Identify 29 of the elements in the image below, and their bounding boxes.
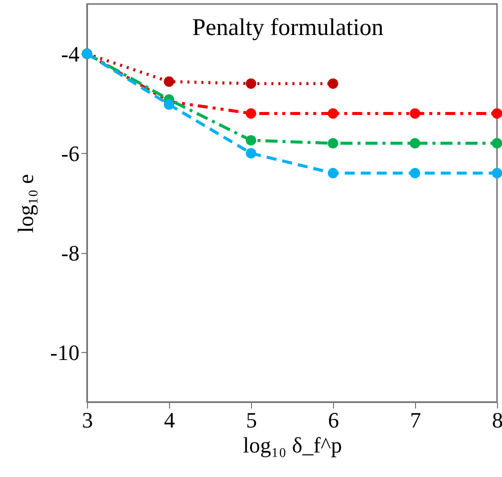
x-tick-label: 8 bbox=[492, 408, 502, 432]
y-axis-title: log₁₀ e bbox=[13, 174, 38, 233]
point bbox=[246, 135, 256, 146]
point bbox=[164, 76, 174, 87]
point bbox=[492, 168, 502, 178]
point bbox=[492, 138, 502, 149]
point bbox=[410, 168, 420, 178]
y-tick-label: -10 bbox=[50, 340, 80, 365]
point bbox=[410, 138, 420, 149]
point bbox=[328, 168, 338, 178]
chart-title: Penalty formulation bbox=[192, 15, 384, 41]
point bbox=[328, 138, 338, 149]
x-tick-label: 4 bbox=[164, 408, 175, 432]
x-tick-label: 6 bbox=[328, 408, 339, 432]
point bbox=[492, 108, 502, 119]
x-axis-title: log₁₀ δ_f^p bbox=[243, 432, 342, 458]
point bbox=[410, 108, 420, 119]
y-tick-label: -4 bbox=[61, 41, 80, 66]
point bbox=[246, 78, 256, 89]
point bbox=[164, 99, 174, 110]
x-tick-label: 5 bbox=[246, 408, 257, 432]
point bbox=[246, 148, 256, 158]
y-tick-label: -6 bbox=[61, 140, 80, 166]
point bbox=[328, 108, 338, 119]
x-tick-label: 3 bbox=[82, 408, 93, 432]
point bbox=[246, 108, 256, 119]
y-tick-label: -8 bbox=[61, 240, 80, 266]
x-tick-label: 7 bbox=[410, 408, 421, 432]
point bbox=[328, 78, 338, 89]
